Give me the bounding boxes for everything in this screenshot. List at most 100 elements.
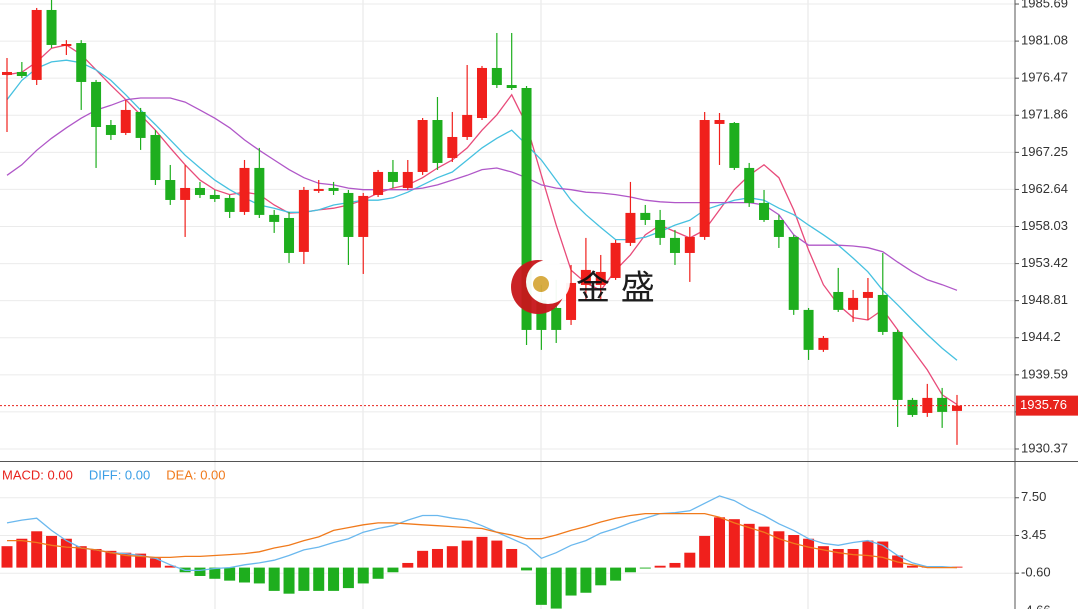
candle-body <box>298 189 309 252</box>
plot-area <box>0 0 1015 609</box>
candle-body <box>551 307 562 330</box>
macd-bar <box>402 562 414 568</box>
y-tick-label: 1971.86 <box>1021 107 1068 122</box>
y-tick-label: 1976.47 <box>1021 70 1068 85</box>
macd-bar <box>758 526 770 568</box>
macd-bar <box>164 565 176 568</box>
y-tick-label: 3.45 <box>1021 527 1046 542</box>
macd-bar <box>209 567 221 579</box>
candle-body <box>506 85 517 88</box>
candle-body <box>194 187 205 195</box>
candle-body <box>788 236 799 310</box>
candle-body <box>477 67 487 118</box>
candle-body <box>669 237 680 253</box>
candle-body <box>150 134 161 181</box>
legend-entry: DIFF: 0.00 <box>89 467 150 482</box>
legend-entry: DEA: 0.00 <box>166 467 225 482</box>
macd-bar <box>565 567 577 596</box>
candle-body <box>862 291 873 298</box>
candle-body <box>447 136 458 158</box>
macd-bar <box>417 550 429 568</box>
candle-body <box>358 195 369 237</box>
macd-bar <box>239 567 250 583</box>
grid <box>0 0 1015 609</box>
candle-body <box>31 9 42 80</box>
macd-bar <box>506 548 518 568</box>
y-tick-label: 1981.08 <box>1021 33 1068 48</box>
candle-body <box>135 111 146 138</box>
candle-body <box>729 122 740 168</box>
candle-body <box>759 202 770 220</box>
line-series <box>7 512 957 569</box>
candle-body <box>180 187 191 200</box>
last-price-box <box>1016 395 1078 416</box>
macd-bar <box>313 567 325 591</box>
candle-body <box>803 309 814 350</box>
macd-bar <box>31 531 43 568</box>
macd-bar <box>817 546 829 568</box>
macd-bar <box>372 567 384 579</box>
macd-bar <box>906 565 918 568</box>
y-tick-label: 1962.64 <box>1021 181 1068 196</box>
candle-body <box>284 217 295 253</box>
macd-bar <box>832 548 844 568</box>
legend: MACD: 0.00 DIFF: 0.00 DEA: 0.00 <box>2 467 226 482</box>
macd-bar <box>431 548 443 568</box>
candle-body <box>269 214 280 222</box>
candle-body <box>922 397 933 413</box>
candle-body <box>313 188 324 191</box>
macd-bar <box>714 517 725 568</box>
watermark: 金 盛 <box>511 260 655 314</box>
macd-bar <box>610 567 622 581</box>
candle-body <box>610 242 621 278</box>
y-tick-label: 1958.03 <box>1021 218 1068 233</box>
macd-bar <box>120 552 132 568</box>
candle-body <box>417 120 428 172</box>
candle-body <box>595 271 606 285</box>
macd-bar <box>699 535 711 568</box>
macd-bar <box>728 519 740 568</box>
candle-body <box>744 167 755 203</box>
y-tick-label: 1939.59 <box>1021 366 1068 381</box>
candle-body <box>580 269 591 285</box>
y-tick-label: 7.50 <box>1021 489 1046 504</box>
legend-entry: MACD: 0.00 <box>2 467 73 482</box>
macd-bar <box>461 540 473 568</box>
candle-body <box>120 109 131 133</box>
macd-bar <box>521 567 533 571</box>
candle-body <box>402 171 413 188</box>
macd-bar <box>550 567 562 609</box>
macd-bar <box>387 567 399 573</box>
macd-bar <box>75 546 87 568</box>
macd-bar <box>491 540 503 568</box>
y-tick-label: 1953.42 <box>1021 255 1068 270</box>
candle-body <box>714 120 725 124</box>
macd-bar <box>224 567 236 581</box>
macd-bar <box>743 523 755 568</box>
y-tick-label: 1948.81 <box>1021 292 1068 307</box>
y-tick-label: -0.60 <box>1021 565 1051 580</box>
candle-body <box>640 212 651 220</box>
macd-bar <box>535 567 547 605</box>
macd-bar <box>580 567 592 593</box>
macd-bar <box>135 553 147 568</box>
macd-bar <box>446 546 458 568</box>
candle-body <box>46 9 57 45</box>
macd-bar <box>149 558 161 568</box>
macd-bar <box>253 567 265 584</box>
watermark-text: 金 盛 <box>576 269 655 309</box>
candle-body <box>684 236 695 253</box>
candle-body <box>536 299 547 330</box>
macd-bar <box>342 567 354 589</box>
candle-body <box>491 67 502 86</box>
macd-bar <box>105 550 117 568</box>
candle-body <box>521 87 532 330</box>
last-price-label: 1935.76 <box>1020 397 1067 412</box>
macd-bar <box>1 546 13 568</box>
macd-bar <box>90 548 102 568</box>
macd-bar <box>194 567 206 576</box>
candle-body <box>328 187 339 191</box>
candle-body <box>2 71 12 75</box>
